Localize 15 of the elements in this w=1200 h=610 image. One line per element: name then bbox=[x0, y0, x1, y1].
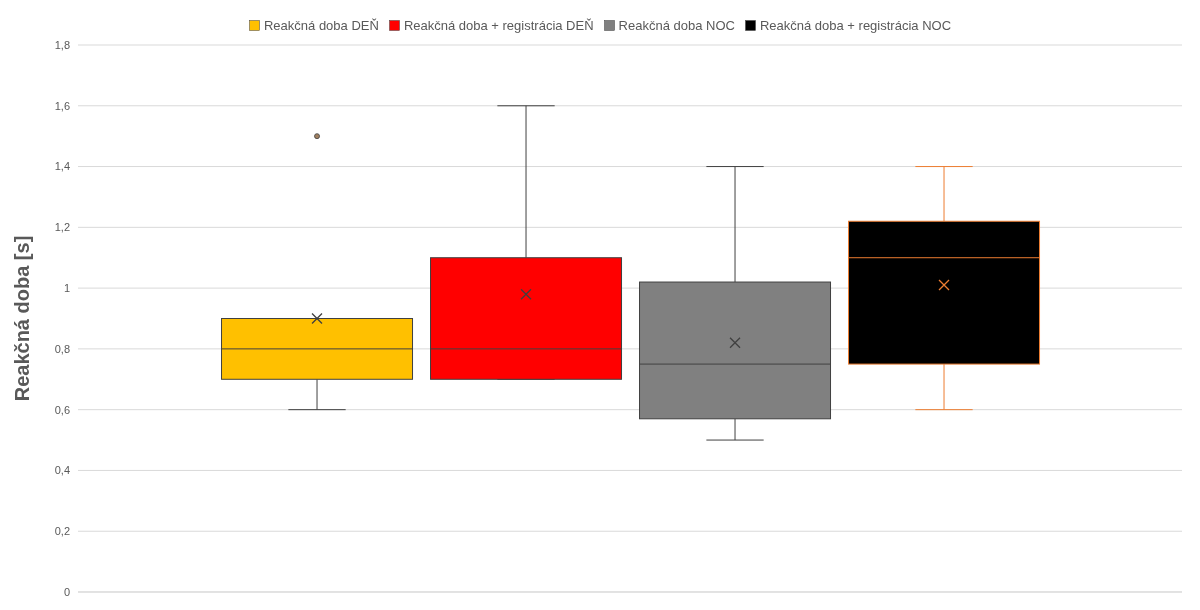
legend-label: Reakčná doba NOC bbox=[618, 18, 735, 33]
legend-label: Reakčná doba + registrácia NOC bbox=[759, 18, 952, 33]
y-tick-label: 0,6 bbox=[54, 403, 70, 416]
legend-label: Reakčná doba + registrácia DEŇ bbox=[403, 18, 594, 33]
y-tick-label: 1,4 bbox=[54, 160, 70, 173]
y-tick-label: 0,4 bbox=[54, 464, 70, 477]
y-tick-label: 0,2 bbox=[54, 525, 70, 538]
y-tick-label: 0 bbox=[63, 585, 70, 598]
y-tick-label: 1,2 bbox=[54, 221, 70, 234]
y-axis-title: Reakčná doba [s] bbox=[11, 235, 34, 402]
y-tick-label: 1 bbox=[63, 282, 70, 295]
y-tick-label: 1,6 bbox=[54, 99, 70, 112]
legend-label: Reakčná doba DEŇ bbox=[263, 18, 379, 33]
y-tick-label: 0,8 bbox=[54, 342, 70, 355]
y-tick-label: 1,8 bbox=[54, 38, 70, 51]
